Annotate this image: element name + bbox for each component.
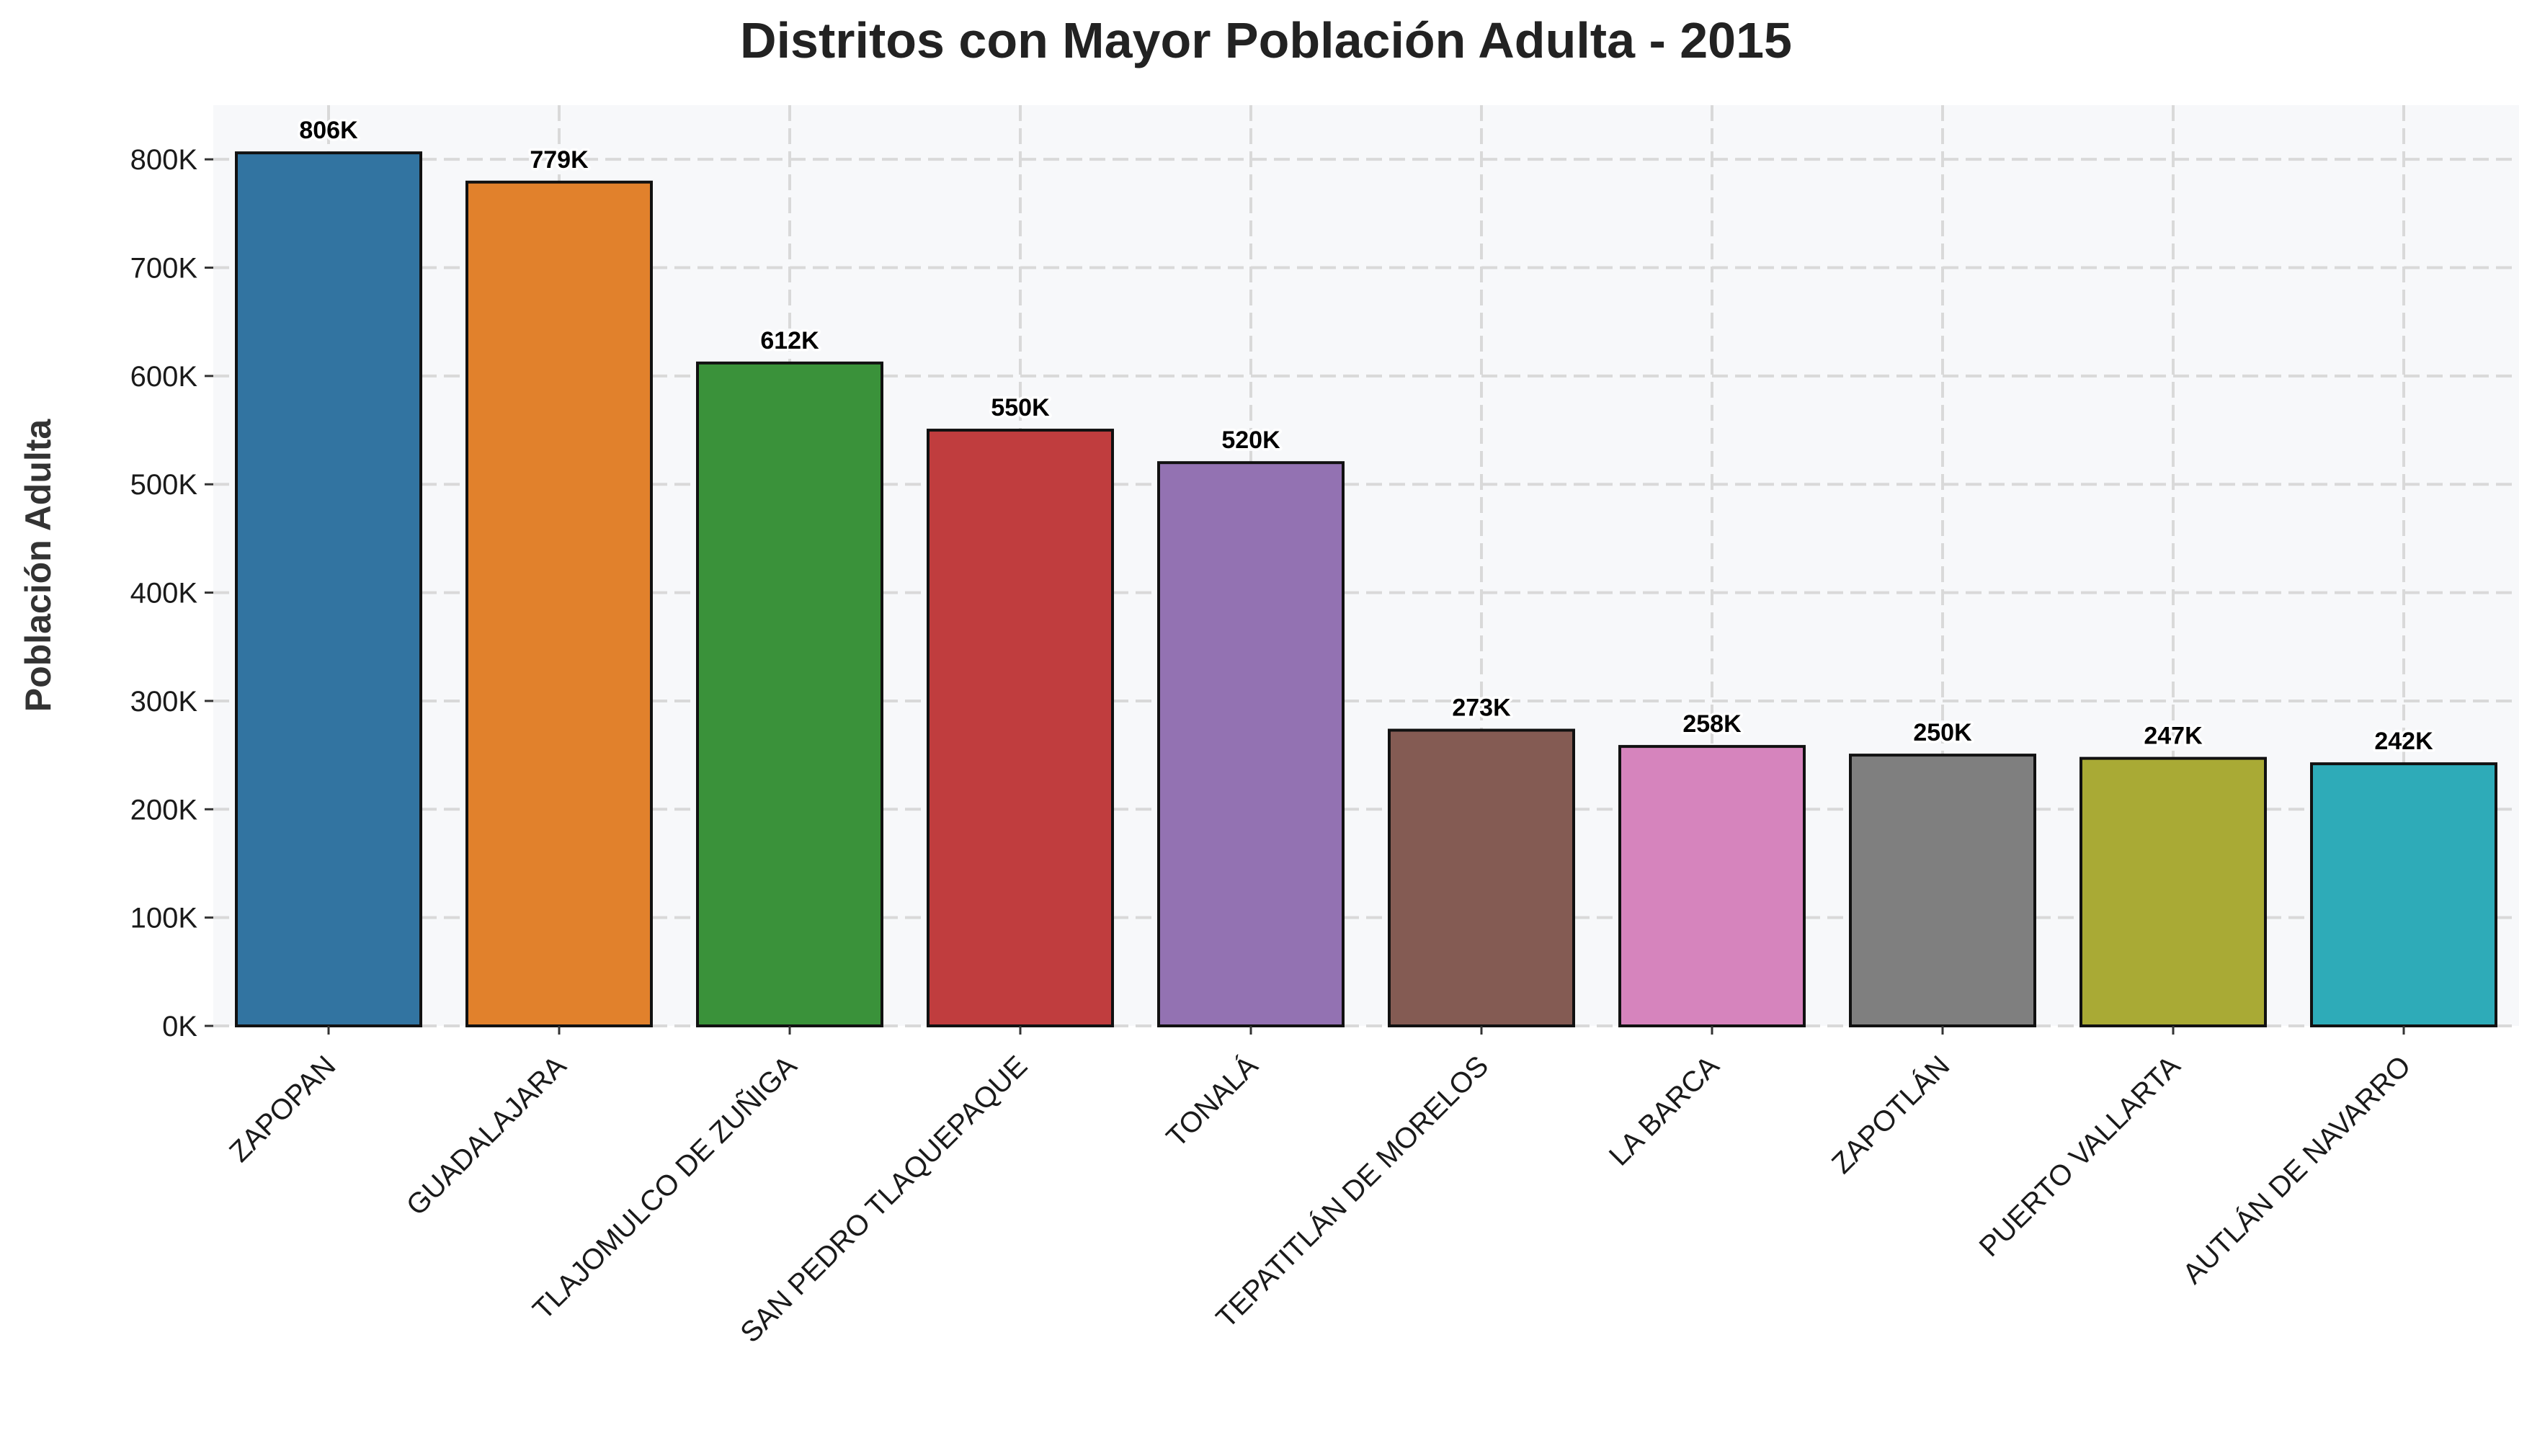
y-tick-label: 700K [130, 253, 198, 285]
x-tick-label: PUERTO VALLARTA [1974, 1050, 2187, 1263]
bar [2310, 762, 2497, 1027]
bar [927, 429, 1114, 1027]
x-tick-label: TLAJOMULCO DE ZUÑIGA [527, 1049, 803, 1326]
bar [465, 180, 653, 1027]
bar-value-label: 779K [530, 146, 589, 174]
y-tick-label: 0K [162, 1011, 197, 1042]
bar [1388, 728, 1575, 1028]
y-tick-label: 100K [130, 903, 198, 934]
bar [1849, 754, 2036, 1028]
bar-value-label: 242K [2374, 728, 2433, 755]
bar-value-label: 612K [760, 327, 819, 354]
bar [2079, 756, 2267, 1028]
bar [696, 361, 883, 1027]
x-tick-label: ZAPOPAN [223, 1050, 342, 1168]
bar [235, 151, 422, 1028]
y-tick-label: 500K [130, 469, 198, 501]
y-axis-ticks: 0K 100K 200K 300K 400K 500K 600K 700K 800K [130, 144, 213, 1042]
x-tick-label: ZAPOTLÁN [1825, 1050, 1956, 1180]
bar-value-label: 258K [1682, 710, 1742, 738]
bar-value-label: 247K [2144, 723, 2203, 750]
x-tick-label: GUADALAJARA [401, 1050, 573, 1222]
y-tick-label: 200K [130, 794, 198, 826]
bar-value-label: 806K [299, 117, 358, 144]
bar-value-label: 273K [1452, 694, 1511, 722]
x-tick-label: TEPATITLÁN DE MORELOS [1210, 1050, 1494, 1334]
bar-value-label: 520K [1221, 426, 1280, 454]
bar [1618, 745, 1806, 1027]
y-axis-label: Población Adulta [18, 419, 58, 713]
bar [1157, 461, 1345, 1027]
y-tick-label: 400K [130, 578, 198, 609]
bar-value-label: 250K [1913, 719, 1972, 746]
chart-title: Distritos con Mayor Población Adulta - 2… [740, 12, 1792, 68]
y-tick-label: 300K [130, 686, 198, 718]
x-tick-label: TONALÁ [1160, 1049, 1265, 1153]
data-labels: 806K 779K 612K 550K 520K 273K 258K 250K 247K 242K [297, 115, 2436, 758]
bar-value-label: 550K [991, 394, 1050, 421]
y-tick-label: 800K [130, 144, 198, 176]
x-tick-label: AUTLÁN DE NAVARRO [2176, 1050, 2417, 1290]
x-tick-label: LA BARCA [1603, 1050, 1726, 1172]
y-tick-label: 600K [130, 361, 198, 393]
